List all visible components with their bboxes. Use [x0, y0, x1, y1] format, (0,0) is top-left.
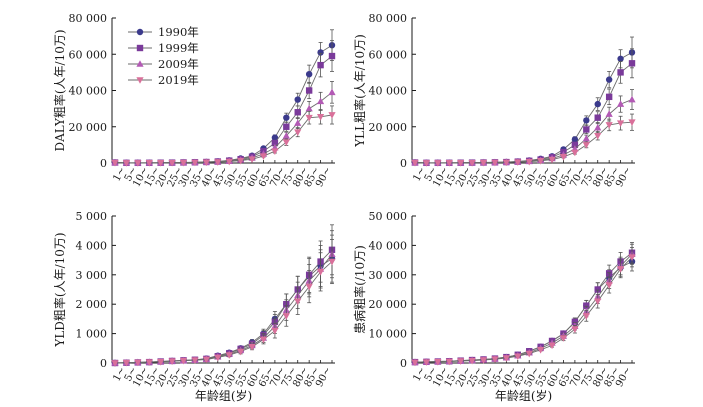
- series-line: [115, 259, 332, 363]
- data-point: [306, 71, 312, 77]
- y-tick-label: 4 000: [76, 239, 108, 252]
- data-point: [606, 110, 613, 117]
- data-point: [629, 60, 635, 66]
- series-2009年: [111, 231, 335, 366]
- y-tick-label: 30 000: [369, 269, 408, 282]
- y-axis-title: YLL粗率(人年/10万): [352, 34, 367, 148]
- y-tick-label: 3 000: [76, 269, 108, 282]
- y-tick-label: 40 000: [69, 85, 108, 98]
- y-tick-label: 0: [100, 157, 107, 170]
- data-point: [317, 62, 323, 68]
- series-1990年: [112, 30, 335, 166]
- data-point: [306, 105, 313, 112]
- legend-marker: [137, 45, 143, 51]
- legend: 1990年 1999年 2009年 2019年: [128, 25, 199, 87]
- y-tick-label: 60 000: [69, 48, 108, 61]
- data-point: [328, 89, 335, 96]
- data-point: [271, 328, 278, 335]
- data-point: [283, 114, 289, 120]
- data-point: [571, 326, 578, 333]
- data-point: [329, 53, 335, 59]
- data-point: [283, 124, 289, 130]
- y-tick-label: 0: [100, 357, 107, 370]
- series-1990年: [412, 252, 635, 365]
- chart-panel-prev: 010 00020 00030 00040 00050 0001~5~10~15…: [352, 210, 636, 403]
- y-tick-label: 10 000: [369, 328, 408, 341]
- data-point: [295, 109, 301, 115]
- y-tick-label: 5 000: [76, 210, 108, 223]
- legend-marker: [136, 60, 143, 67]
- data-point: [583, 117, 589, 123]
- y-tick-label: 20 000: [369, 298, 408, 311]
- data-point: [317, 98, 324, 105]
- x-axis-title: 年龄组(岁): [195, 388, 252, 403]
- series-1990年: [112, 235, 335, 366]
- series-2009年: [111, 81, 335, 165]
- series-line: [415, 257, 632, 362]
- series-1990年: [412, 37, 635, 166]
- series-2019年: [111, 106, 335, 167]
- y-tick-label: 80 000: [369, 12, 408, 25]
- legend-label: 1999年: [158, 41, 199, 55]
- data-point: [583, 142, 590, 149]
- data-point: [595, 114, 601, 120]
- series-2009年: [411, 90, 635, 166]
- data-point: [606, 76, 612, 82]
- series-2009年: [411, 244, 635, 365]
- y-tick-label: 60 000: [369, 48, 408, 61]
- y-axis-title: DALY粗率(人年/10万): [52, 29, 67, 151]
- y-axis-title: YLD粗率(人年/10万): [52, 232, 67, 347]
- data-point: [606, 282, 613, 289]
- series-1999年: [412, 49, 635, 166]
- y-tick-label: 1 000: [76, 328, 108, 341]
- data-point: [595, 101, 601, 107]
- data-point: [306, 87, 312, 93]
- y-tick-label: 2 000: [76, 298, 108, 311]
- legend-label: 2009年: [158, 57, 199, 71]
- data-point: [594, 133, 601, 140]
- legend-marker: [137, 29, 143, 35]
- series-2019年: [111, 240, 335, 367]
- y-tick-label: 40 000: [369, 85, 408, 98]
- data-point: [295, 96, 301, 102]
- series-line: [415, 253, 632, 362]
- series-line: [415, 262, 632, 363]
- y-tick-label: 50 000: [369, 210, 408, 223]
- legend-label: 2019年: [158, 73, 199, 87]
- series-line: [115, 262, 332, 363]
- data-point: [617, 56, 623, 62]
- y-tick-label: 0: [400, 357, 407, 370]
- figure-canvas: 020 00040 00060 00080 0001~5~10~15~20~25…: [0, 0, 703, 407]
- data-point: [294, 129, 301, 136]
- data-point: [606, 94, 612, 100]
- data-point: [628, 96, 635, 103]
- series-line: [115, 250, 332, 363]
- series-line: [115, 45, 332, 163]
- series-line: [415, 52, 632, 162]
- x-axis-title: 年龄组(岁): [495, 388, 552, 403]
- data-point: [583, 126, 589, 132]
- y-tick-label: 20 000: [369, 121, 408, 134]
- legend-marker: [136, 77, 143, 84]
- series-line: [415, 63, 632, 163]
- series-1999年: [112, 41, 335, 166]
- y-tick-label: 20 000: [69, 121, 108, 134]
- legend-label: 1990年: [158, 25, 199, 39]
- y-axis-title: 患病粗率(/10万): [352, 245, 367, 334]
- y-tick-label: 0: [400, 157, 407, 170]
- series-1999年: [412, 242, 635, 365]
- y-tick-label: 80 000: [69, 12, 108, 25]
- data-point: [617, 69, 623, 75]
- series-line: [115, 115, 332, 163]
- data-point: [548, 343, 555, 350]
- series-2019年: [411, 247, 635, 366]
- data-point: [283, 139, 290, 146]
- data-point: [271, 148, 278, 155]
- y-tick-label: 40 000: [369, 239, 408, 252]
